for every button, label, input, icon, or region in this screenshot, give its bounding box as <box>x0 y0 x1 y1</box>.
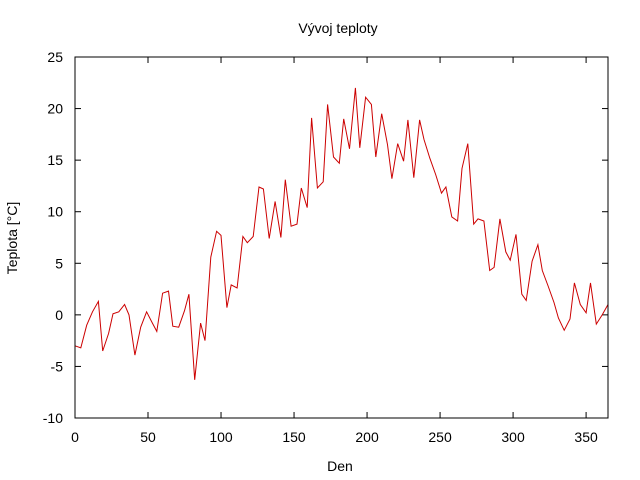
x-tick-label: 0 <box>71 429 79 445</box>
x-tick-label: 150 <box>282 429 306 445</box>
x-tick-label: 300 <box>501 429 525 445</box>
x-tick-label: 350 <box>574 429 598 445</box>
x-tick-label: 50 <box>140 429 156 445</box>
y-tick-label: 20 <box>47 101 63 117</box>
y-tick-label: -10 <box>43 410 63 426</box>
temperature-series-line <box>74 87 609 380</box>
x-tick-label: 250 <box>428 429 452 445</box>
y-tick-label: 25 <box>47 49 63 65</box>
y-tick-label: 0 <box>55 307 63 323</box>
axis-ticks: 0 50 100 150 200 250 300 350 -10 -5 0 5 10 15 20 25 <box>43 49 608 445</box>
chart-title: Vývoj teploty <box>298 20 377 36</box>
y-tick-label: 15 <box>47 152 63 168</box>
x-tick-label: 100 <box>209 429 233 445</box>
x-axis-label: Den <box>327 458 353 474</box>
series-layer <box>74 87 609 380</box>
x-tick-label: 200 <box>355 429 379 445</box>
y-axis-label: Teplota [°C] <box>4 202 20 275</box>
y-tick-label: 10 <box>47 204 63 220</box>
plot-frame <box>74 56 609 419</box>
y-tick-label: -5 <box>51 358 64 374</box>
y-tick-label: 5 <box>55 255 63 271</box>
